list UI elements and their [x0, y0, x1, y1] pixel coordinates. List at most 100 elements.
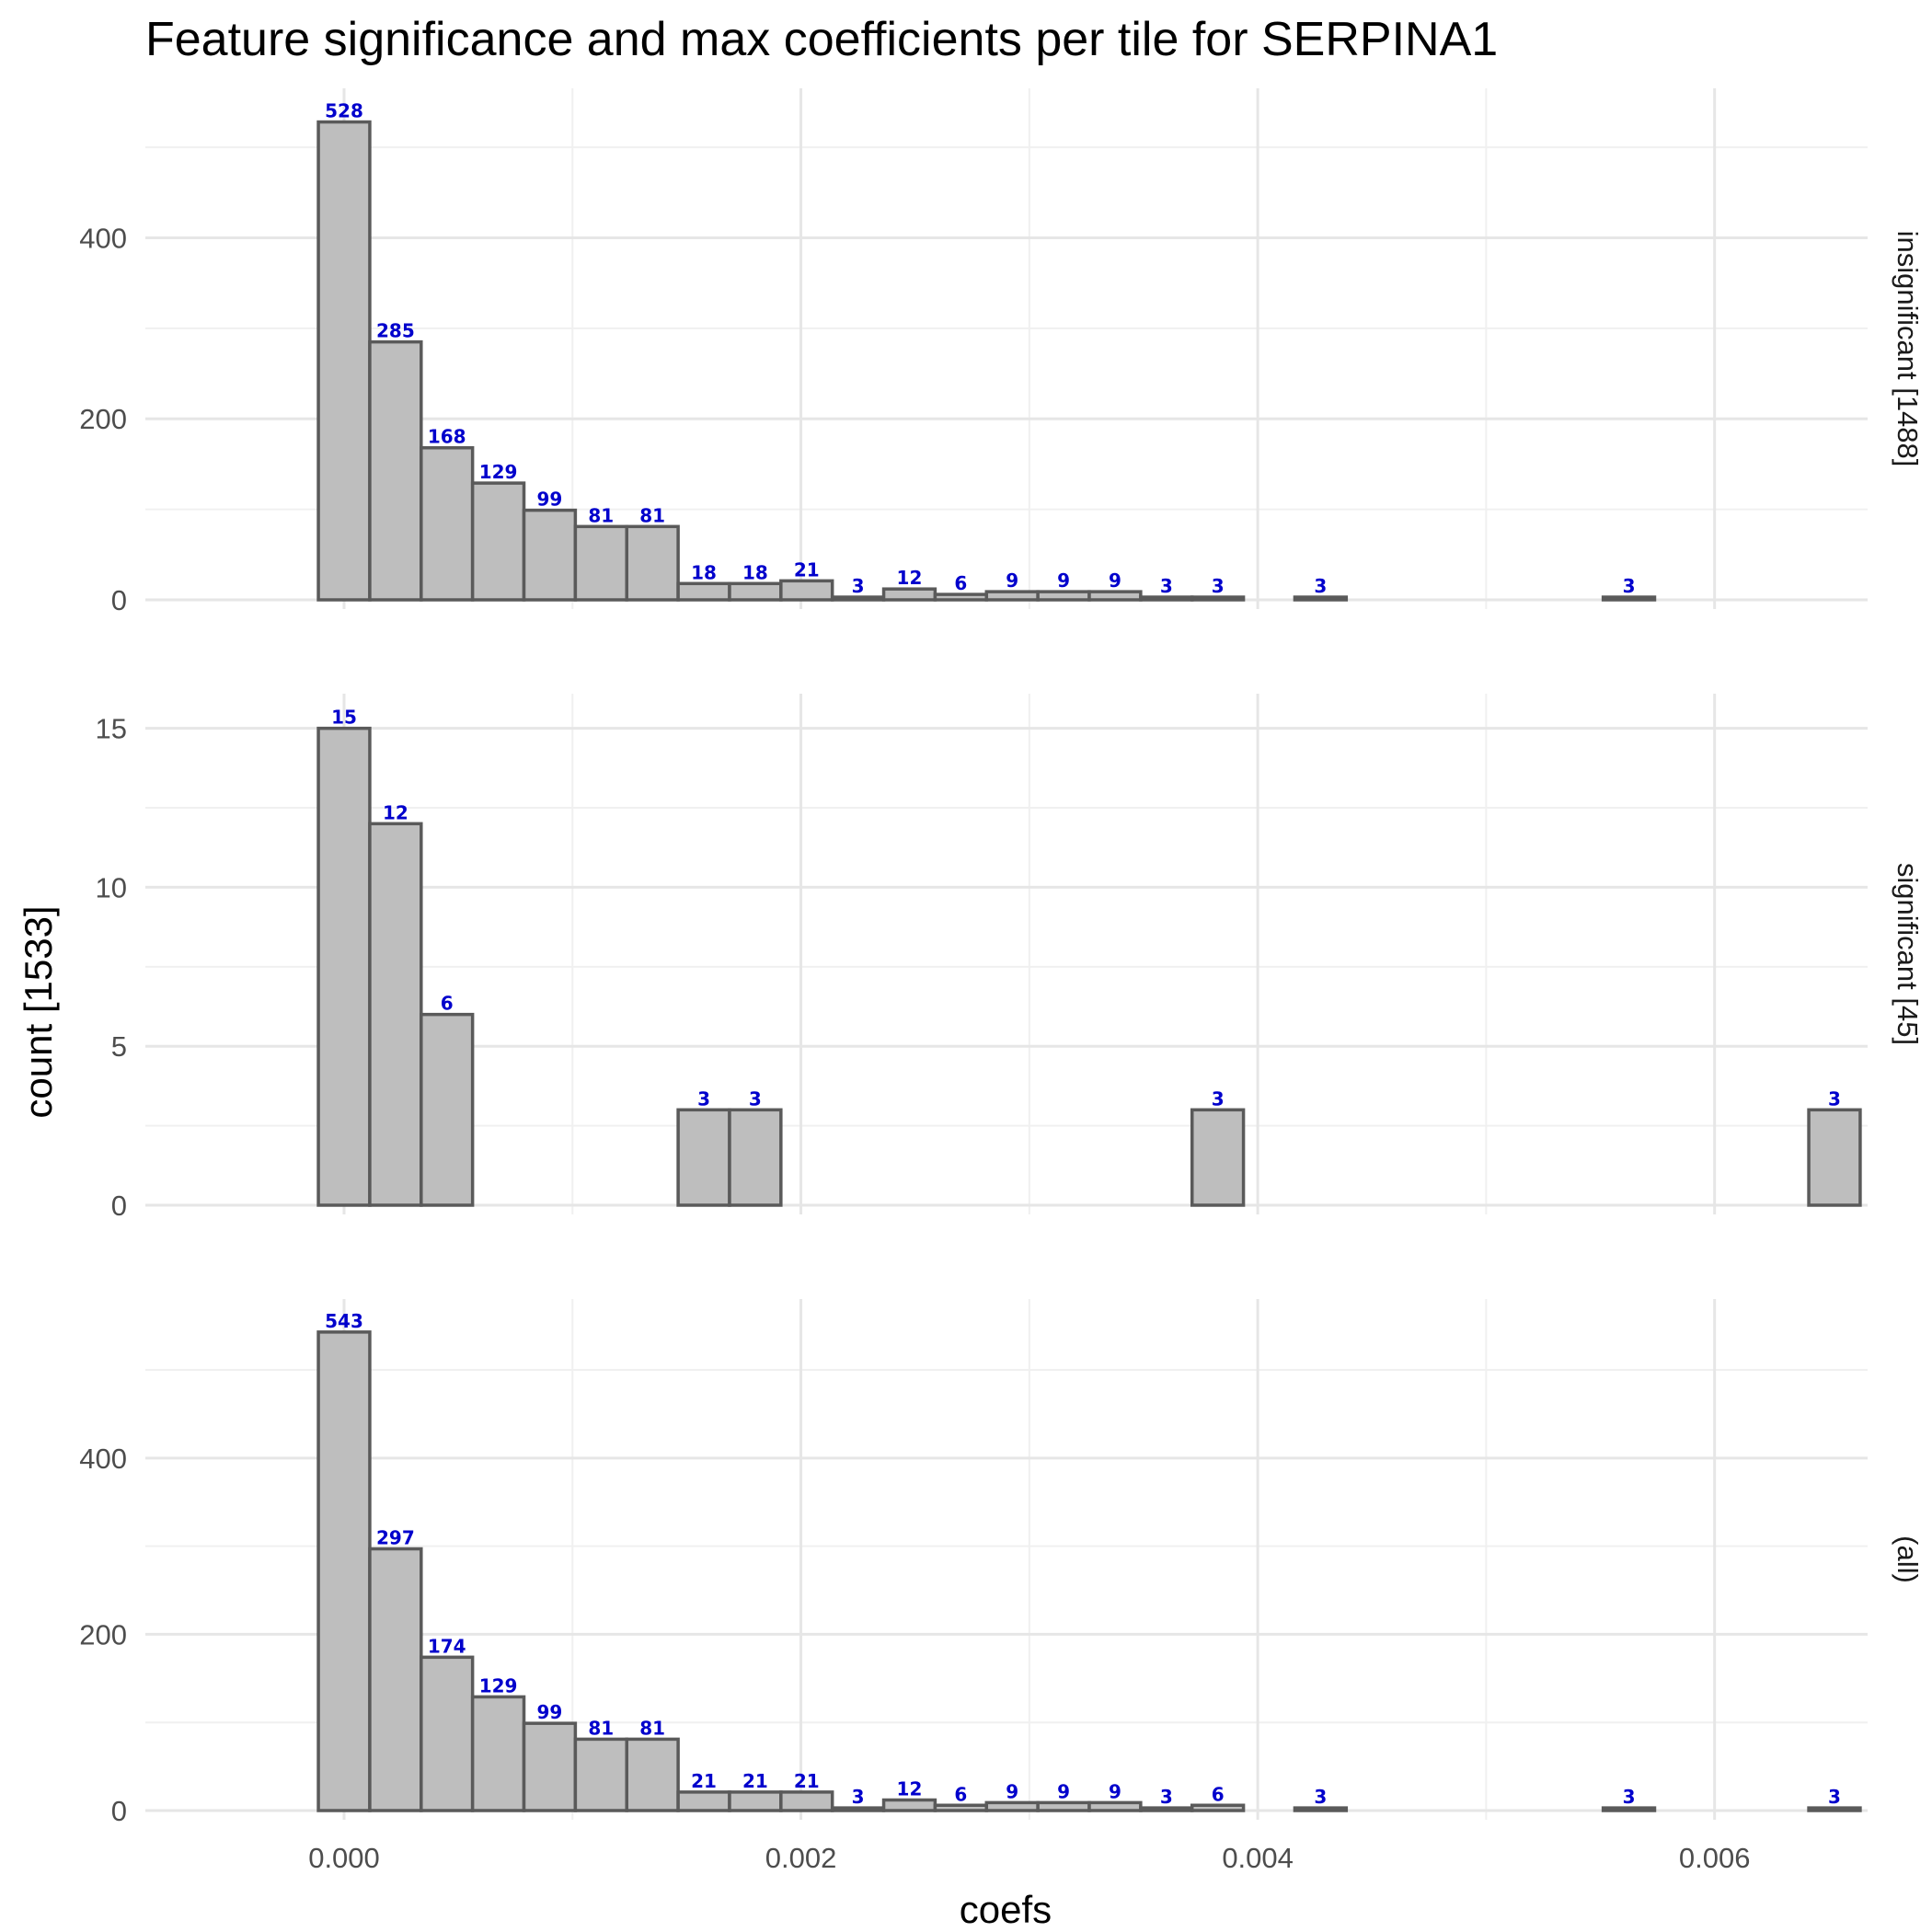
- x-tick-label: 0.006: [1679, 1842, 1751, 1874]
- bar-count-label: 285: [376, 320, 415, 342]
- histogram-bar: [933, 592, 989, 602]
- bar-count-label: 9: [1057, 1780, 1070, 1802]
- histogram-bar: [522, 508, 578, 602]
- y-tick-label: 10: [96, 871, 127, 903]
- y-tick-label: 15: [96, 713, 127, 745]
- x-tick-label: 0.004: [1222, 1842, 1294, 1874]
- histogram-bar: [676, 1108, 731, 1207]
- y-tick-label: 0: [111, 1190, 127, 1222]
- bar-count-label: 81: [639, 1717, 665, 1739]
- histogram-bar: [420, 1012, 475, 1207]
- histogram-bar: [1190, 1108, 1246, 1207]
- bar-count-label: 3: [1623, 1786, 1636, 1808]
- bar-count-label: 3: [1314, 1786, 1327, 1808]
- histogram-bar: [1807, 1806, 1862, 1812]
- bar-count-label: 21: [691, 1770, 717, 1792]
- histogram-bar: [676, 1790, 731, 1812]
- bar-count-label: 3: [1828, 1786, 1841, 1808]
- histogram-bar: [1036, 590, 1091, 602]
- bar-count-label: 6: [441, 993, 454, 1015]
- bar-count-label: 21: [742, 1770, 768, 1792]
- histogram-bar: [625, 524, 680, 602]
- y-tick-label: 400: [79, 1443, 127, 1475]
- y-tick-label: 5: [111, 1030, 127, 1063]
- histogram-bar: [984, 1800, 1040, 1812]
- bar-count-label: 21: [794, 1770, 820, 1792]
- bar-count-label: 129: [479, 1674, 518, 1696]
- bar-count-label: 12: [383, 801, 408, 823]
- facet-strip-label: (all): [1892, 1535, 1924, 1583]
- histogram-bar: [420, 1655, 475, 1812]
- x-tick-label: 0.000: [308, 1842, 380, 1874]
- bar-count-label: 99: [537, 489, 563, 511]
- bar-count-label: 6: [954, 1783, 967, 1805]
- histogram-bar: [830, 595, 886, 602]
- histogram-bar: [1139, 595, 1194, 602]
- y-tick-label: 200: [79, 403, 127, 435]
- bar-count-label: 3: [1160, 1786, 1173, 1808]
- bar-count-label: 9: [1109, 1780, 1121, 1802]
- bar-count-label: 3: [1314, 575, 1327, 597]
- histogram-bar: [1601, 1806, 1657, 1812]
- histogram-bar: [1293, 595, 1349, 602]
- histogram-bar: [573, 1737, 628, 1812]
- bar-count-label: 12: [897, 1778, 923, 1800]
- histogram-bar: [368, 1547, 423, 1812]
- histogram-bar: [830, 1806, 886, 1812]
- bar-count-label: 3: [852, 1786, 865, 1808]
- bar-count-label: 3: [697, 1087, 710, 1110]
- bar-count-label: 9: [1057, 569, 1070, 592]
- bar-count-label: 3: [1828, 1087, 1841, 1110]
- histogram-bar: [420, 445, 475, 602]
- bar-count-label: 9: [1006, 1780, 1018, 1802]
- histogram-bar: [676, 581, 731, 602]
- facet-strip-label: significant [45]: [1892, 863, 1924, 1045]
- y-tick-label: 0: [111, 584, 127, 616]
- bar-count-label: 174: [428, 1635, 466, 1657]
- bar-count-label: 99: [537, 1701, 563, 1723]
- bar-count-label: 297: [376, 1527, 415, 1549]
- bar-count-label: 81: [588, 504, 614, 526]
- histogram-bar: [881, 587, 937, 602]
- histogram-bar: [984, 590, 1040, 602]
- histogram-bar: [1190, 595, 1246, 602]
- y-tick-label: 400: [79, 222, 127, 254]
- histogram-bar: [1293, 1806, 1349, 1812]
- facet-panel-2: 0 5 10 15 15 12 6 3 3 3 3 significant [45]: [96, 694, 1924, 1222]
- histogram-bar: [1139, 1806, 1194, 1812]
- x-tick-label: 0.002: [765, 1842, 837, 1874]
- bar-count-label: 9: [1006, 569, 1018, 592]
- bar-count-label: 3: [852, 575, 865, 597]
- histogram-bar: [470, 481, 526, 602]
- bar-count-label: 3: [1623, 575, 1636, 597]
- histogram-bar: [316, 1330, 372, 1812]
- bar-count-label: 129: [479, 461, 518, 483]
- bar-count-label: 3: [1160, 575, 1173, 597]
- y-axis-title: count [1533]: [17, 905, 60, 1118]
- histogram-bar: [933, 1803, 989, 1812]
- histogram-bar: [316, 726, 372, 1207]
- bar-count-label: 3: [1212, 575, 1225, 597]
- histogram-bar: [881, 1798, 937, 1812]
- bar-count-label: 6: [1212, 1783, 1225, 1805]
- chart-title: Feature significance and max coefficient…: [145, 13, 1498, 66]
- bar-count-label: 6: [954, 572, 967, 594]
- histogram-bar: [470, 1695, 526, 1812]
- histogram-bar: [779, 579, 834, 602]
- bar-count-label: 168: [428, 426, 466, 448]
- y-tick-label: 200: [79, 1618, 127, 1650]
- bar-count-label: 3: [749, 1087, 762, 1110]
- y-tick-label: 0: [111, 1795, 127, 1827]
- histogram-bar: [368, 822, 423, 1207]
- bar-count-label: 12: [897, 567, 923, 589]
- bar-count-label: 15: [331, 707, 357, 729]
- histogram-bar: [1807, 1108, 1862, 1207]
- histogram-bar: [522, 1721, 578, 1812]
- histogram-bar: [625, 1737, 680, 1812]
- bar-count-label: 21: [794, 558, 820, 581]
- histogram-bar: [1036, 1800, 1091, 1812]
